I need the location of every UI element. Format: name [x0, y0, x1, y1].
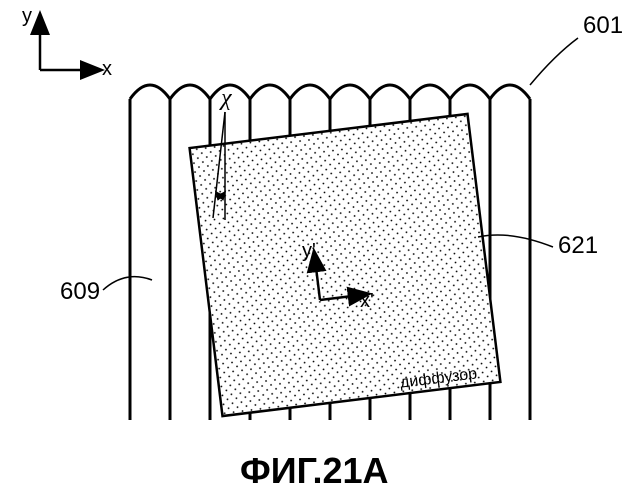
angle-chi-label: χ [221, 85, 232, 112]
main-axes [40, 15, 100, 70]
ref-609: 609 [60, 278, 100, 306]
x-prime-axis-label: x' [360, 290, 374, 313]
ref-601: 601 [583, 12, 623, 40]
ref-621: 621 [558, 232, 598, 260]
x-axis-label: x [102, 58, 112, 81]
y-axis-label: y [22, 5, 32, 28]
figure-caption: ФИГ.21A [240, 450, 389, 492]
diagram-svg [0, 0, 643, 500]
y-prime-axis-label: y' [302, 240, 316, 263]
